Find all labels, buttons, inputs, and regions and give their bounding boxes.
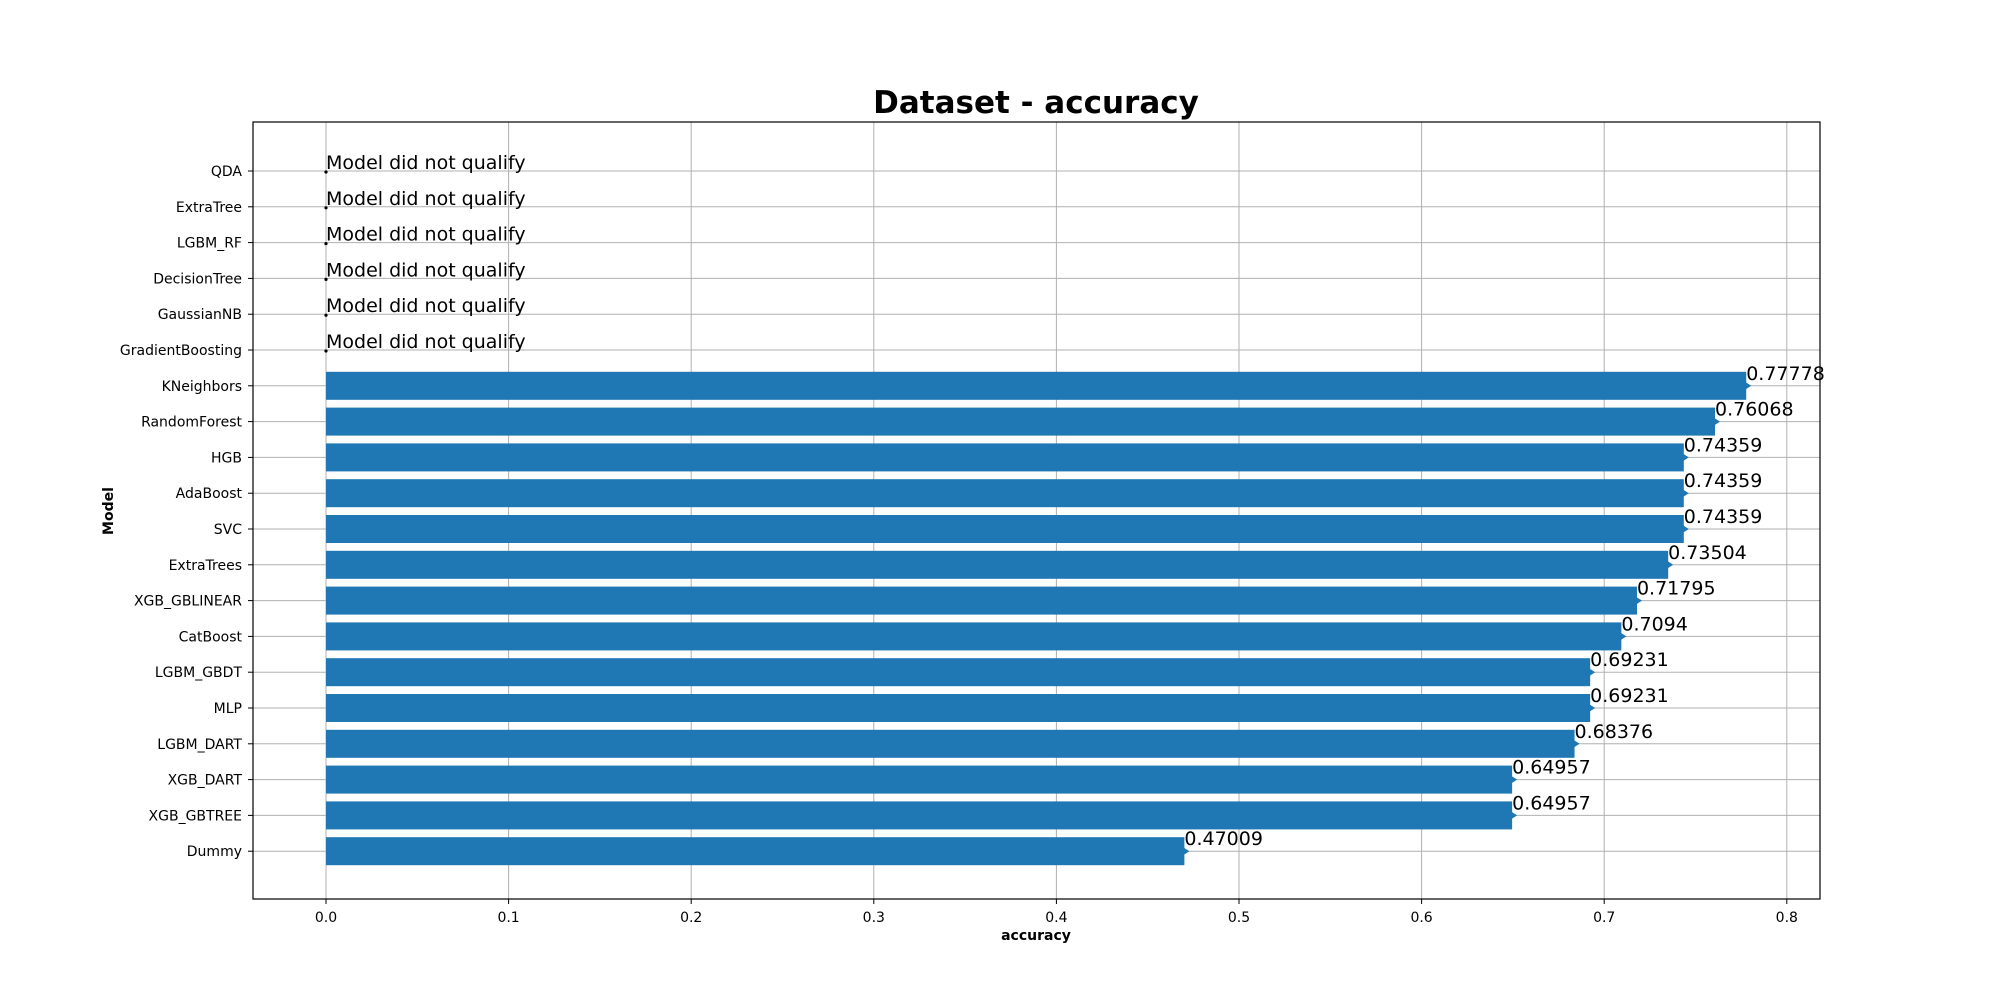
data-label: Model did not qualify [326, 188, 526, 210]
bar-end-marker [1744, 381, 1752, 391]
y-axis-label: Model [101, 487, 117, 535]
x-tick-labels: 0.0 0.1 0.2 0.3 0.4 0.5 0.6 0.7 0.8 [315, 899, 1798, 926]
bar [326, 407, 1716, 436]
plot-frame [252, 121, 1821, 900]
x-axis-label: accuracy [1001, 928, 1071, 944]
zero-marker [324, 313, 328, 317]
data-label: 0.74359 [1684, 506, 1763, 528]
y-tick-label: LGBM_GBDT [155, 665, 243, 681]
data-label: 0.76068 [1715, 399, 1794, 421]
bar-end-marker [1634, 596, 1642, 606]
bar [326, 550, 1669, 579]
y-tick-label: AdaBoost [176, 486, 243, 502]
bar [326, 479, 1684, 508]
bar [326, 694, 1591, 722]
bar [326, 729, 1575, 758]
bar [326, 658, 1591, 687]
y-tick-label: XGB_DART [168, 773, 243, 789]
zero-marker [324, 242, 328, 246]
bar [326, 515, 1684, 543]
x-tick-label: 0.3 [863, 910, 885, 926]
x-tick-label: 0.4 [1045, 910, 1067, 926]
bar-end-marker [1619, 631, 1627, 641]
y-tick-label: ExtraTrees [169, 558, 242, 574]
zero-marker [324, 349, 328, 353]
y-tick-label: KNeighbors [162, 379, 242, 395]
zero-marker [324, 170, 328, 174]
data-label: 0.74359 [1684, 470, 1763, 492]
y-tick-label: GradientBoosting [120, 343, 242, 359]
bar [326, 837, 1185, 866]
bar-end-marker [1681, 452, 1689, 462]
y-tick-label: RandomForest [141, 415, 242, 431]
data-label: Model did not qualify [326, 224, 526, 246]
y-tick-label: GaussianNB [158, 307, 242, 323]
data-label: Model did not qualify [326, 295, 526, 317]
bar-end-marker [1713, 417, 1721, 427]
y-tick-label: CatBoost [179, 629, 243, 645]
bar-end-marker [1510, 810, 1518, 820]
y-tick-label: SVC [214, 522, 242, 538]
data-label: 0.69231 [1590, 649, 1669, 671]
bar-end-marker [1510, 775, 1518, 785]
bar-end-marker [1681, 488, 1689, 498]
bar [326, 443, 1684, 472]
data-label: 0.64957 [1512, 792, 1591, 814]
data-label: 0.7094 [1621, 613, 1687, 635]
data-labels: Model did not qualify Model did not quali… [326, 152, 1825, 850]
data-label: Model did not qualify [326, 152, 526, 174]
bar [326, 586, 1637, 615]
y-tick-label: DecisionTree [153, 271, 242, 287]
bar [326, 371, 1747, 400]
x-tick-label: 0.7 [1593, 910, 1615, 926]
y-tick-label: XGB_GBLINEAR [134, 594, 242, 610]
bar-end-marker [1588, 703, 1596, 713]
data-label: 0.47009 [1184, 828, 1263, 850]
x-tick-label: 0.5 [1228, 910, 1250, 926]
bars [326, 371, 1747, 866]
bar [326, 801, 1513, 830]
data-label: 0.77778 [1746, 363, 1825, 385]
x-tick-label: 0.6 [1410, 910, 1432, 926]
y-tick-label: MLP [214, 701, 242, 717]
y-tick-label: LGBM_DART [157, 737, 242, 753]
y-tick-label: ExtraTree [176, 200, 242, 216]
y-tick-labels: QDA ExtraTree LGBM_RF DecisionTree GaussianN… [120, 164, 253, 860]
data-label: 0.74359 [1684, 434, 1763, 456]
x-tick-label: 0.1 [497, 910, 519, 926]
data-label: 0.64957 [1512, 757, 1591, 779]
bar [326, 622, 1622, 651]
y-tick-label: QDA [211, 164, 243, 180]
data-label: 0.71795 [1637, 578, 1716, 600]
data-label: Model did not qualify [326, 259, 526, 281]
y-tick-label: Dummy [187, 844, 242, 860]
x-tick-label: 0.0 [315, 910, 337, 926]
bar-end-marker [1572, 739, 1580, 749]
y-tick-label: XGB_GBTREE [149, 808, 242, 824]
x-tick-label: 0.2 [680, 910, 702, 926]
x-tick-label: 0.8 [1776, 910, 1798, 926]
data-label: 0.68376 [1575, 721, 1654, 743]
bar-end-marker [1588, 667, 1596, 677]
bar-end-marker [1182, 846, 1190, 856]
bar-end-markers [324, 170, 1752, 856]
y-tick-label: LGBM_RF [177, 236, 242, 252]
bar-end-marker [1681, 524, 1689, 534]
data-label: 0.73504 [1668, 542, 1747, 564]
data-label: Model did not qualify [326, 331, 526, 353]
bar-end-marker [1666, 560, 1674, 570]
zero-marker [324, 277, 328, 281]
chart-title: Dataset - accuracy [873, 85, 1199, 121]
zero-marker [324, 206, 328, 210]
bar [326, 765, 1513, 794]
data-label: 0.69231 [1590, 685, 1669, 707]
y-tick-label: HGB [211, 450, 242, 466]
